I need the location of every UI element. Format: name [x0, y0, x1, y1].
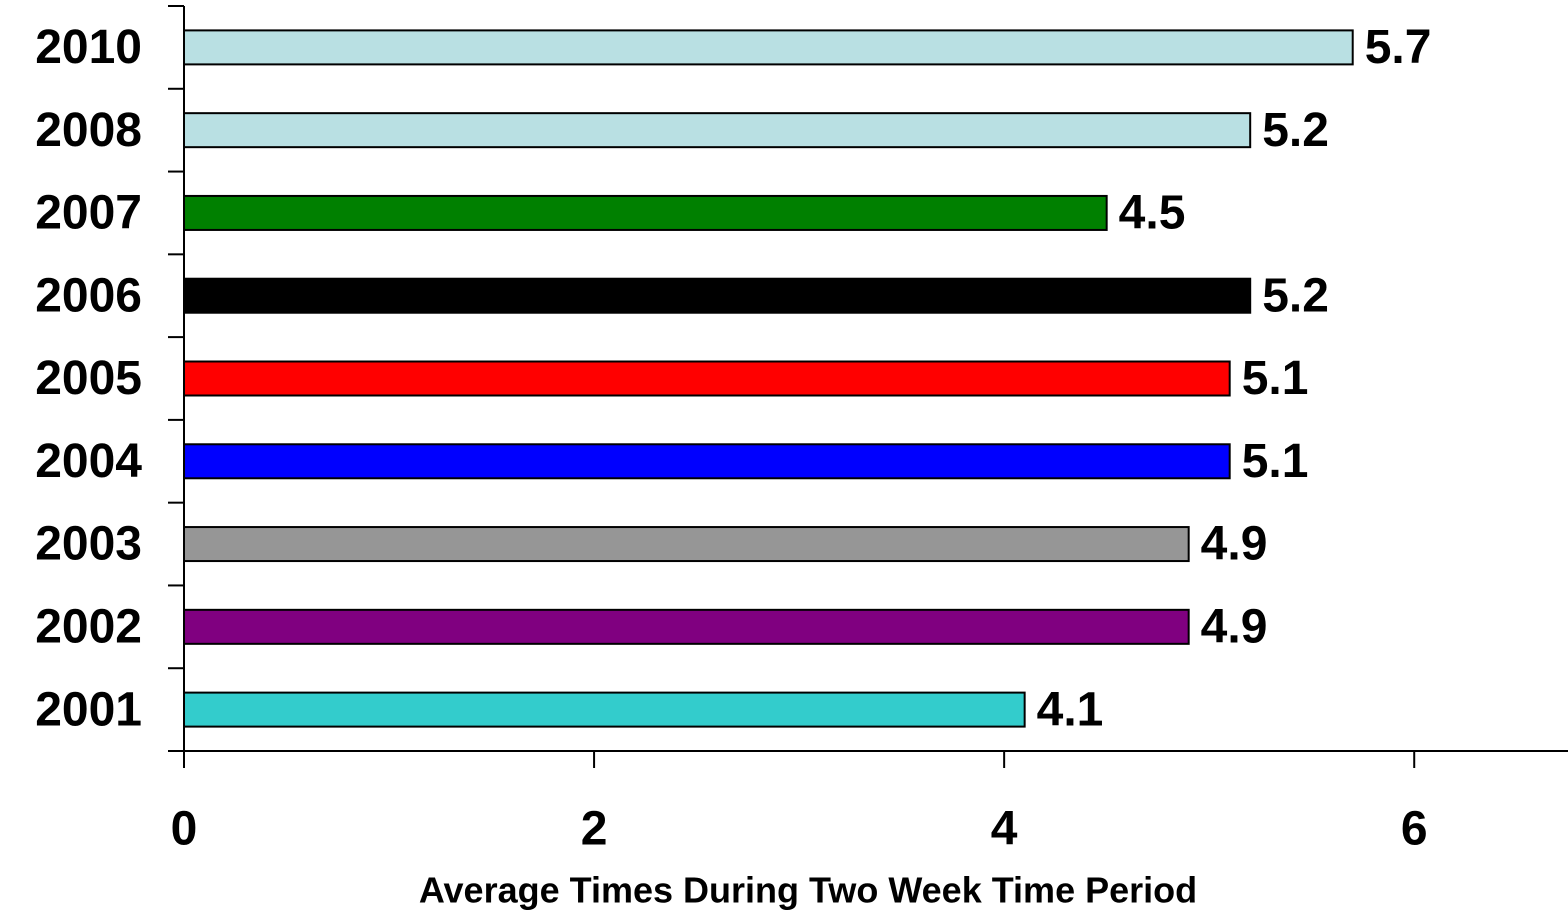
value-label: 5.2: [1262, 104, 1329, 157]
bar: [183, 112, 1252, 149]
bar: [183, 608, 1190, 645]
bar: [183, 691, 1026, 728]
value-label: 4.1: [1037, 683, 1104, 736]
value-label: 5.1: [1242, 352, 1309, 405]
y-tick-label: 2007: [35, 187, 142, 240]
bar: [183, 526, 1190, 563]
bar: [183, 277, 1252, 314]
value-label: 4.9: [1201, 601, 1268, 654]
value-label: 4.5: [1119, 187, 1186, 240]
y-tick-label: 2002: [35, 601, 142, 654]
x-tick-label: 4: [991, 803, 1018, 856]
bar: [183, 194, 1108, 231]
x-axis-title: Average Times During Two Week Time Perio…: [419, 870, 1197, 911]
y-tick-label: 2004: [35, 435, 142, 488]
y-tick-label: 2003: [35, 518, 142, 571]
y-tick-label: 2001: [35, 683, 142, 736]
y-tick-label: 2006: [35, 269, 142, 322]
value-label: 5.7: [1365, 21, 1432, 74]
y-tick-label: 2010: [35, 21, 142, 74]
y-tick-label: 2005: [35, 352, 142, 405]
x-tick-label: 2: [581, 803, 608, 856]
value-label: 5.2: [1262, 269, 1329, 322]
x-tick-label: 6: [1401, 803, 1428, 856]
bar: [183, 443, 1231, 480]
bar: [183, 29, 1354, 66]
y-tick-label: 2008: [35, 104, 142, 157]
value-label: 5.1: [1242, 435, 1309, 488]
value-label: 4.9: [1201, 518, 1268, 571]
bar: [183, 360, 1231, 397]
x-tick-label: 0: [171, 803, 198, 856]
